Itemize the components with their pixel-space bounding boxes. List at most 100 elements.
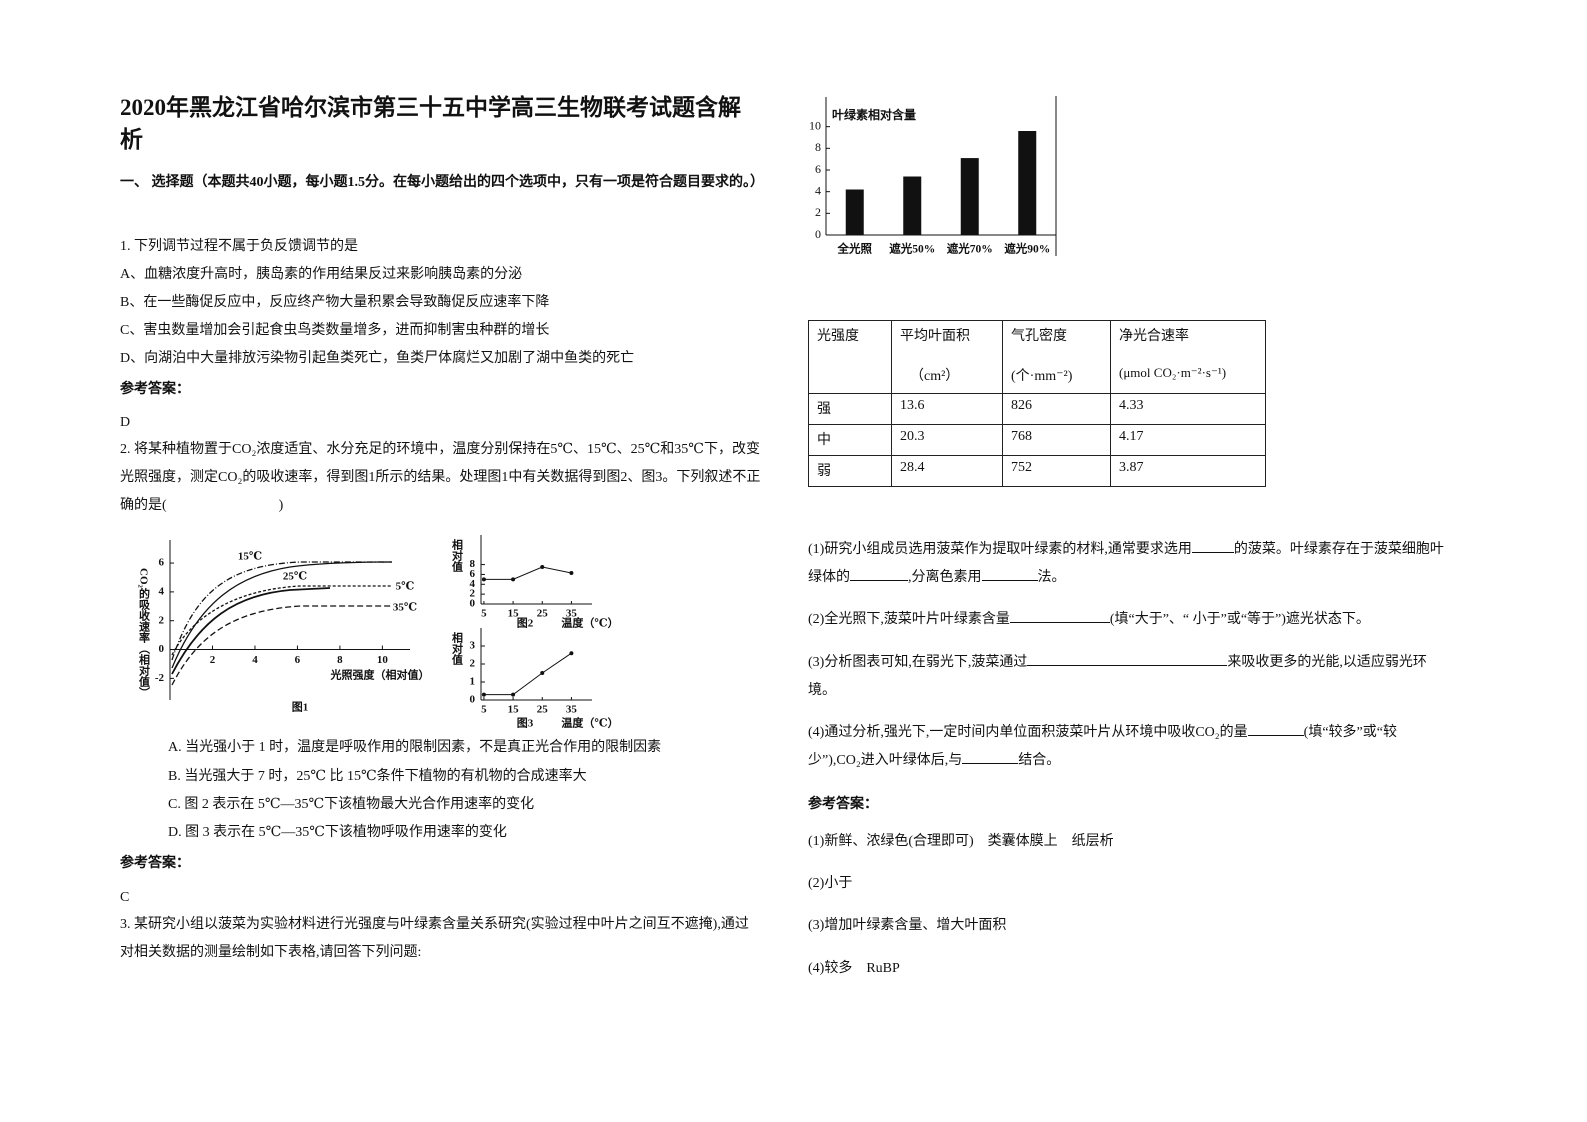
answer: (3)增加叶绿素含量、增大叶面积 (808, 918, 1007, 933)
caption: 图2 (517, 617, 534, 630)
bar (845, 189, 864, 235)
answer: (2)小于 (808, 876, 853, 891)
answer-blank (962, 749, 1019, 764)
option: B、在一些酶促反应中，反应终产物大量积累会导致酶促反应速率下降 (120, 295, 550, 310)
x-tick-label: 25 (537, 608, 549, 620)
y-tick-label: 6 (159, 557, 165, 569)
cell: 768 (1002, 424, 1111, 456)
question-text: (2)全光照下,菠菜叶片叶绿素含量 (808, 612, 1010, 627)
option: D. 图 3 表示在 5℃—35℃下该植物呼吸作用速率的变化 (168, 825, 507, 840)
answer-label: 参考答案： (120, 382, 190, 397)
answer-blank (1247, 721, 1304, 736)
y-tick-label: 3 (470, 640, 476, 652)
question-text: 来吸收更多的光能,以适应弱光环境。 (808, 655, 1427, 698)
header-text: 平均叶面积 (900, 329, 970, 344)
x-tick-label: 4 (252, 654, 258, 666)
x-axis-label: 温度（℃） (561, 716, 618, 730)
question-text: 的菠菜。叶绿素存在于菠菜细胞叶绿体的 (808, 542, 1444, 585)
bar (903, 176, 922, 235)
table-header: 光强度 (808, 320, 892, 394)
caption: 图1 (292, 701, 309, 714)
curve (171, 561, 393, 669)
question-text: (4)通过分析,强光下,一定时间内单位面积菠菜叶片从环境中吸收CO₂的量 (808, 725, 1248, 740)
cell: 弱 (808, 455, 892, 487)
cell: 3.87 (1110, 455, 1266, 487)
answer: (1)新鲜、浓绿色(合理即可) 类囊体膜上 纸层析 (808, 834, 1114, 849)
question-text: ,分离色素用 (908, 570, 982, 585)
header-text: 气孔密度 (1011, 329, 1067, 344)
sub-question: (3)分析图表可知,在弱光下,菠菜通过 来吸收更多的光能,以适应弱光环境。 (808, 649, 1448, 705)
x-tick-label: 2 (210, 654, 216, 666)
line (483, 652, 572, 696)
cell: 4.17 (1110, 424, 1266, 456)
answer-blank (981, 566, 1038, 581)
y-tick-label: 4 (470, 578, 476, 590)
answer: (4)较多 RuBP (808, 961, 900, 976)
question-stem: 1. 下列调节过程不属于负反馈调节的是 (120, 239, 358, 254)
point (540, 565, 545, 570)
title: 2020年黑龙江省哈尔滨市第三十五中学高三生物联考试题含解析 (120, 95, 741, 152)
option: A、血糖浓度升高时，胰岛素的作用结果反过来影响胰岛素的分泌 (120, 267, 523, 282)
x-tick-label: 遮光50% (889, 242, 935, 256)
question-text: (3)分析图表可知,在弱光下,菠菜通过 (808, 655, 1028, 670)
y-tick-label: 6 (470, 568, 476, 580)
x-tick-label: 全光照 (837, 242, 873, 256)
cell: 4.33 (1110, 393, 1266, 425)
y-tick-label: 0 (159, 643, 165, 655)
x-axis-label: 温度（℃） (561, 616, 618, 630)
cell: 752 (1002, 455, 1111, 487)
curve (171, 605, 392, 686)
curve-label: 35℃ (393, 602, 417, 614)
answer-blank (850, 566, 908, 581)
curve-label: 5℃ (396, 581, 415, 593)
point (540, 671, 545, 675)
y-tick-label: 1 (470, 676, 476, 688)
question-stem: 3. 某研究小组以菠菜为实验材料进行光强度与叶绿素含量关系研究(实验过程中叶片之… (120, 917, 749, 960)
y-axis-label: 叶绿素相对含量 (832, 107, 916, 122)
answer-label: 参考答案： (120, 856, 190, 871)
curve-label: 25℃ (283, 571, 307, 583)
sub-question: (4)通过分析,强光下,一定时间内单位面积菠菜叶片从环境中吸收CO₂的量 (填“较… (808, 719, 1448, 775)
question-text: (填“较多”或“较少”),CO₂进入叶绿体后,与 (808, 725, 1397, 768)
x-axis-label: 光照强度（相对值） (330, 668, 430, 682)
y-tick-label: -2 (155, 672, 165, 684)
cell: 中 (808, 424, 892, 456)
y-tick-label: 0 (470, 694, 476, 706)
y-tick-label: 10 (809, 118, 821, 132)
header-text: 净光合速率 (1119, 329, 1189, 344)
table-header: 净光合速率 (μmol CO₂·m⁻²·s⁻¹) (1110, 320, 1266, 394)
option: C. 图 2 表示在 5℃—35℃下该植物最大光合作用速率的变化 (168, 797, 535, 812)
question-text: (1)研究小组成员选用菠菜作为提取叶绿素的材料,通常要求选用 (808, 542, 1192, 557)
sub-question: (1)研究小组成员选用菠菜作为提取叶绿素的材料,通常要求选用 的菠菜。叶绿素存在于… (808, 536, 1448, 592)
option: D、向湖泊中大量排放污染物引起鱼类死亡，鱼类尸体腐烂又加剧了湖中鱼类的死亡 (120, 351, 635, 366)
question-stem: 2. 将某种植物置于CO₂浓度适宜、水分充足的环境中，温度分别保持在5℃、15℃… (120, 442, 761, 513)
x-tick-label: 遮光90% (1004, 242, 1050, 256)
section-heading: 一、 选择题（本题共40小题，每小题1.5分。在每小题给出的四个选项中，只有一项… (120, 175, 764, 190)
x-tick-label: 遮光70% (947, 242, 993, 256)
y-tick-label: 0 (815, 227, 821, 241)
curve (171, 587, 331, 675)
data-table: 光强度 平均叶面积 （cm²） 气孔密度 (个·mm⁻²) 净光合速率 (μmol C… (808, 320, 1266, 487)
answer: D (120, 415, 131, 430)
point (481, 692, 486, 697)
header-unit: (个·mm⁻²) (1011, 369, 1073, 384)
y-tick-label: 4 (815, 183, 821, 197)
curve (171, 561, 392, 661)
table-header: 平均叶面积 （cm²） (891, 320, 1003, 394)
cell: 13.6 (891, 393, 1003, 425)
x-tick-label: 15 (508, 704, 520, 716)
x-tick-label: 35 (566, 608, 578, 620)
x-tick-label: 25 (537, 704, 549, 716)
answer-blank (1191, 538, 1234, 553)
curve (171, 585, 392, 656)
x-tick-label: 10 (377, 654, 389, 666)
header-unit: (μmol CO₂·m⁻²·s⁻¹) (1119, 365, 1227, 380)
cell: 28.4 (891, 455, 1003, 487)
curve-label: 15℃ (238, 551, 262, 563)
header-text: 光强度 (817, 329, 859, 344)
y-tick-label: 0 (470, 598, 476, 610)
x-tick-label: 6 (295, 654, 301, 666)
y-axis-label: 相对值 (450, 538, 463, 573)
bar (1018, 131, 1037, 235)
sub-question: (2)全光照下,菠菜叶片叶绿素含量 (填“大于”、“ 小于”或“等于”)遮光状态下… (808, 606, 1448, 634)
